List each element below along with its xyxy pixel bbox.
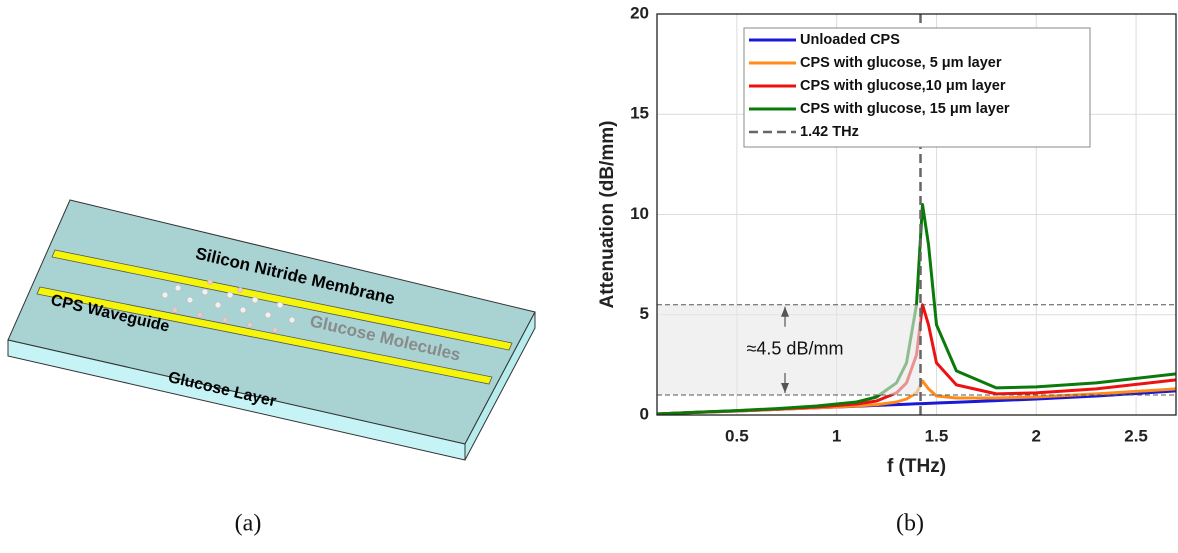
x-tick-label: 2 [1032, 426, 1041, 445]
x-axis-label: f (THz) [887, 456, 946, 477]
legend-label: CPS with glucose, 15 μm layer [800, 101, 1010, 117]
caption: (b) [896, 511, 924, 537]
y-axis-label: Attenuation (dB/mm) [597, 121, 618, 309]
y-tick-label: 0 [640, 404, 649, 423]
x-tick-label: 0.5 [725, 426, 749, 445]
caption: (a) [235, 511, 262, 537]
legend-label: CPS with glucose, 5 μm layer [800, 55, 1002, 71]
y-tick-label: 15 [630, 104, 649, 123]
legend-label: Unloaded CPS [800, 32, 900, 48]
annotation: ≈4.5 dB/mm [747, 339, 844, 359]
legend-label: 1.42 THz [800, 124, 859, 140]
x-tick-label: 2.5 [1124, 426, 1148, 445]
slab-diagram: Silicon Nitride Membrane CPS Waveguide G… [8, 200, 535, 537]
y-tick-label: 20 [630, 3, 649, 22]
x-tick-label: 1 [832, 426, 841, 445]
chart: 0 5 10 15 20 0.5 1 1.5 2 2.5 ≈4.5 dB/mm Unloaded CP… [597, 3, 1176, 536]
legend-label: CPS with glucose,10 μm layer [800, 78, 1006, 94]
y-tick-label: 10 [630, 204, 649, 223]
figure: Silicon Nitride Membrane CPS Waveguide G… [0, 0, 1178, 553]
x-tick-label: 1.5 [925, 426, 949, 445]
y-tick-label: 5 [640, 304, 649, 323]
